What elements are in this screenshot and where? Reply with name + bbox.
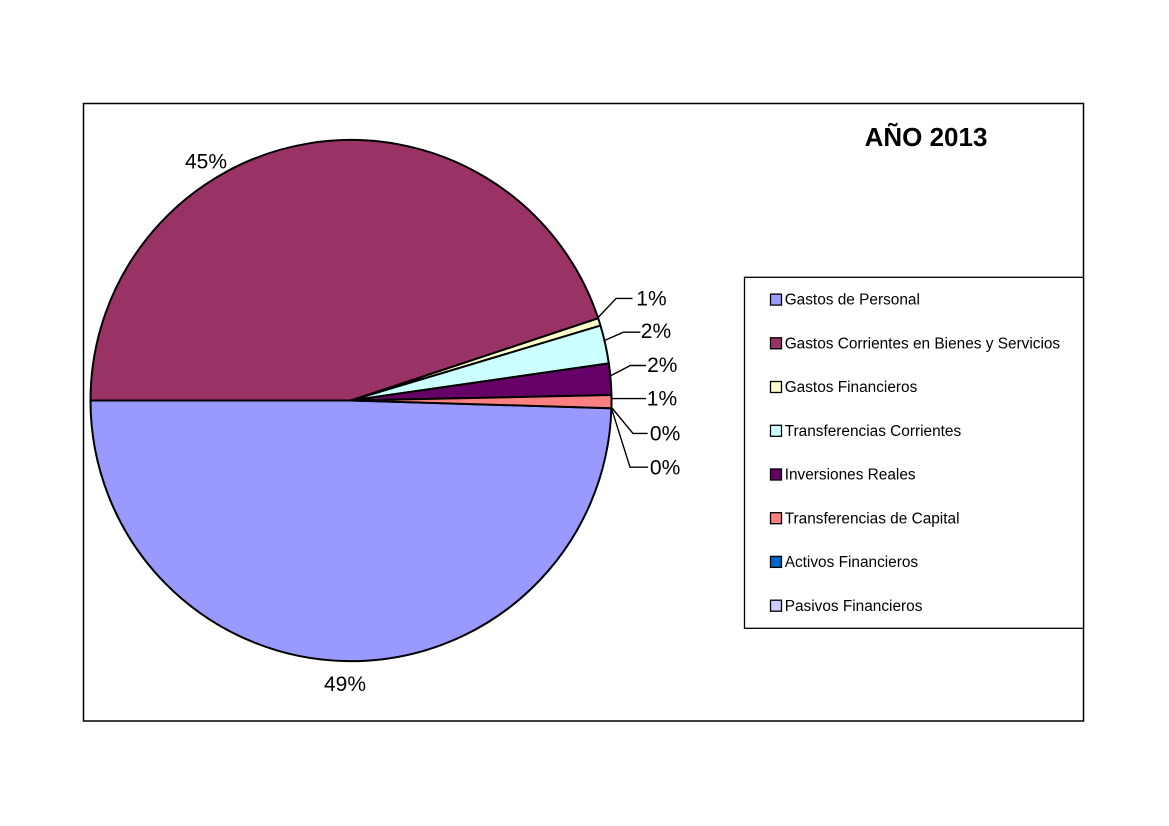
svg-text:Gastos Financieros: Gastos Financieros xyxy=(785,379,918,396)
svg-text:2%: 2% xyxy=(641,320,671,343)
svg-text:Pasivos Financieros: Pasivos Financieros xyxy=(785,598,923,615)
svg-text:Transferencias de Capital: Transferencias de Capital xyxy=(785,510,960,527)
svg-text:Transferencias Corrientes: Transferencias Corrientes xyxy=(785,423,962,440)
svg-text:0%: 0% xyxy=(650,456,680,479)
svg-text:Gastos de Personal: Gastos de Personal xyxy=(785,292,920,309)
svg-text:49%: 49% xyxy=(324,673,366,696)
svg-text:Inversiones Reales: Inversiones Reales xyxy=(785,467,916,484)
svg-text:Gastos Corrientes en Bienes y: Gastos Corrientes en Bienes y Servicios xyxy=(785,335,1061,352)
svg-text:AÑO 2013: AÑO 2013 xyxy=(865,122,988,152)
svg-text:2%: 2% xyxy=(647,354,677,377)
svg-text:0%: 0% xyxy=(650,422,680,445)
svg-text:Activos Financieros: Activos Financieros xyxy=(785,554,919,571)
svg-text:1%: 1% xyxy=(636,287,666,310)
svg-text:45%: 45% xyxy=(185,150,227,173)
svg-text:1%: 1% xyxy=(647,388,677,411)
